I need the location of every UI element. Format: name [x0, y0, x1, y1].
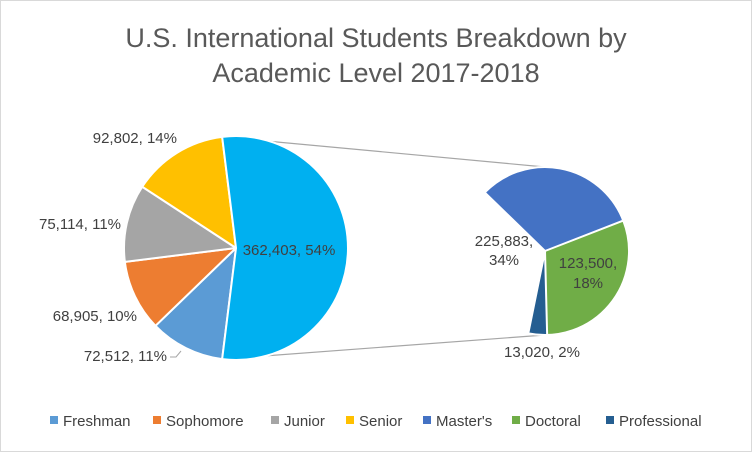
- data-label-professional: 13,020, 2%: [504, 344, 580, 361]
- pie-slice-senior: [140, 135, 238, 251]
- legend-label-junior: Junior: [284, 413, 325, 430]
- data-label-sophomore: 68,905, 10%: [53, 308, 137, 325]
- legend-swatch-professional: [606, 416, 614, 424]
- legend: Freshman Sophomore Junior Senior Master's Doc…: [50, 413, 702, 430]
- legend-swatch-master-s: [423, 416, 431, 424]
- legend-label-professional: Professional: [619, 413, 702, 430]
- data-label-doctoral-line-1: 123,500,: [559, 255, 617, 272]
- legend-label-master-s: Master's: [436, 413, 492, 430]
- legend-swatch-doctoral: [512, 416, 520, 424]
- data-label-doctoral-line-2: 18%: [573, 275, 603, 292]
- main-pie: [123, 135, 349, 361]
- legend-swatch-freshman: [50, 416, 58, 424]
- chart-title-line-1: U.S. International Students Breakdown by: [125, 23, 627, 53]
- data-label-freshman: 72,512, 11%: [84, 348, 167, 365]
- data-label-senior: 92,802, 14%: [93, 130, 177, 147]
- data-label-junior: 75,114, 11%: [39, 216, 121, 233]
- connector-line-top: [222, 136, 546, 168]
- legend-label-senior: Senior: [359, 413, 402, 430]
- pie-slice-freshman: [154, 245, 238, 361]
- secondary-pie: [483, 165, 630, 336]
- data-labels: 72,512, 11% 68,905, 10% 75,114, 11% 92,802,…: [39, 130, 617, 365]
- pie-slice-doctoral: [527, 219, 630, 336]
- pie-slice-professional: [527, 250, 549, 336]
- legend-swatch-senior: [346, 416, 354, 424]
- data-label-graduate: 362,403, 54%: [243, 242, 336, 259]
- legend-swatch-junior: [271, 416, 279, 424]
- data-label-masters-line-1: 225,883,: [475, 233, 533, 250]
- pie-connector-lines: [222, 136, 546, 360]
- data-label-masters-line-2: 34%: [489, 252, 519, 269]
- pie-slice-graduate: [221, 135, 349, 361]
- connector-line-bottom: [222, 334, 546, 360]
- legend-swatch-sophomore: [153, 416, 161, 424]
- pie-slice-sophomore: [123, 246, 239, 328]
- leader-line-freshman: [170, 350, 182, 358]
- chart-title-line-2: Academic Level 2017-2018: [212, 58, 539, 88]
- pie-slice-junior: [123, 185, 239, 263]
- legend-label-doctoral: Doctoral: [525, 413, 581, 430]
- legend-label-freshman: Freshman: [63, 413, 131, 430]
- legend-label-sophomore: Sophomore: [166, 413, 244, 430]
